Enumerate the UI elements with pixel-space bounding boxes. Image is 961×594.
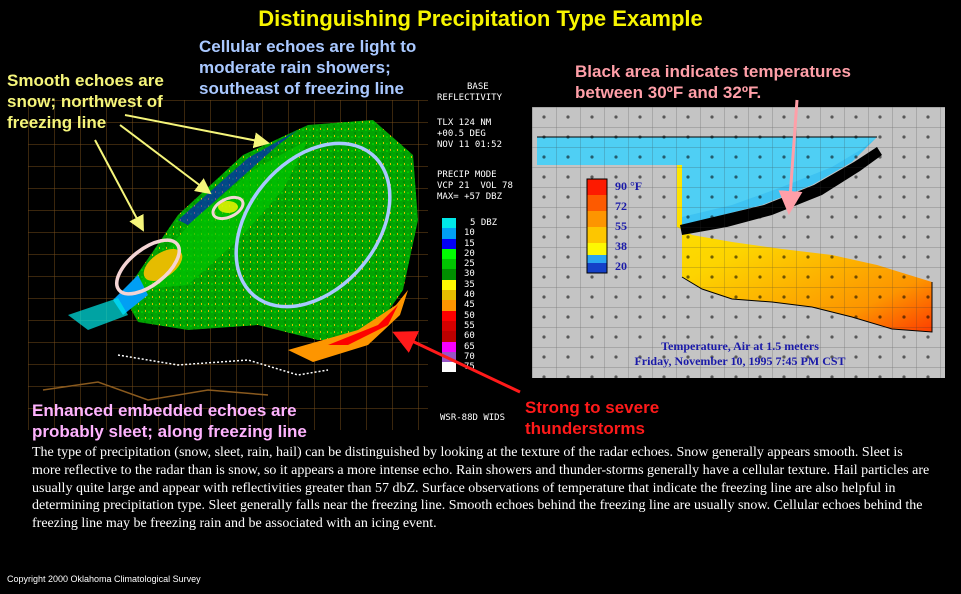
dbz-legend-item: 35 [442,279,512,291]
dbz-swatch [442,259,456,270]
dbz-label: 45 [464,300,475,311]
dbz-legend-item: 20 [442,248,512,260]
dbz-label: 55 [464,320,475,331]
dbz-label: 30 [464,269,475,280]
annotation-cellular: Cellular echoes are light to moderate ra… [199,37,417,98]
dbz-label: 60 [464,331,475,342]
dbz-label: 10 [464,228,475,239]
dbz-legend-item: 40 [442,290,512,301]
radar-station: TLX 124 NM +00.5 DEG NOV 11 01:52 [437,118,503,150]
dbz-legend-item: 10 [442,228,512,239]
dbz-label: 65 [464,341,475,352]
temperature-scale [586,178,608,274]
dbz-swatch [442,300,456,311]
dbz-swatch [442,341,456,352]
dbz-swatch [442,362,456,373]
radar-product: BASE REFLECTIVITY [437,82,503,103]
dbz-legend-item: 15 [442,238,512,249]
dbz-legend-item: 25 [442,259,512,270]
copyright: Copyright 2000 Oklahoma Climatological S… [7,574,201,584]
radar-image [28,100,428,430]
dbz-swatch [442,320,456,332]
dbz-label: 5 DBZ [470,218,498,228]
dbz-legend-item: 30 [442,269,512,280]
dbz-swatch [442,331,456,342]
dbz-swatch [442,228,456,239]
annotation-strong: Strong to severe thunderstorms [525,398,660,438]
explanation-paragraph: The type of precipitation (snow, sleet, … [32,445,930,532]
dbz-label: 20 [464,248,475,259]
dbz-swatch [442,218,456,229]
radar-mode: PRECIP MODE VCP 21 VOL 78 MAX= +57 DBZ [437,170,513,202]
temperature-caption: Temperature, Air at 1.5 meters Friday, N… [634,339,846,368]
dbz-label: 40 [464,290,475,301]
dbz-swatch [442,290,456,301]
annotation-enhanced: Enhanced embedded echoes are probably sl… [32,401,307,441]
radar-footer: WSR-88D WIDS [440,413,506,423]
dbz-swatch [442,248,456,260]
dbz-label: 15 [464,238,475,249]
dbz-legend-item: 50 [442,310,512,321]
annotation-smooth: Smooth echoes are snow; northwest of fre… [7,71,164,132]
dbz-legend-item: 55 [442,320,512,332]
dbz-swatch [442,269,456,280]
dbz-label: 35 [464,279,475,290]
dbz-legend-item: 65 [442,341,512,352]
dbz-label: 70 [464,351,475,362]
dbz-label: 50 [464,310,475,321]
annotation-black-area: Black area indicates temperatures betwee… [575,62,851,102]
dbz-swatch [442,238,456,249]
page-title: Distinguishing Precipitation Type Exampl… [258,6,703,31]
dbz-legend-item: 60 [442,331,512,342]
dbz-swatch [442,310,456,321]
dbz-legend-item: 45 [442,300,512,311]
dbz-swatch [442,279,456,291]
dbz-label: 25 [464,259,475,270]
temperature-scale-labels: 90 °F 72 55 38 20 [615,179,643,273]
dbz-legend-item: 5 DBZ [442,218,512,229]
